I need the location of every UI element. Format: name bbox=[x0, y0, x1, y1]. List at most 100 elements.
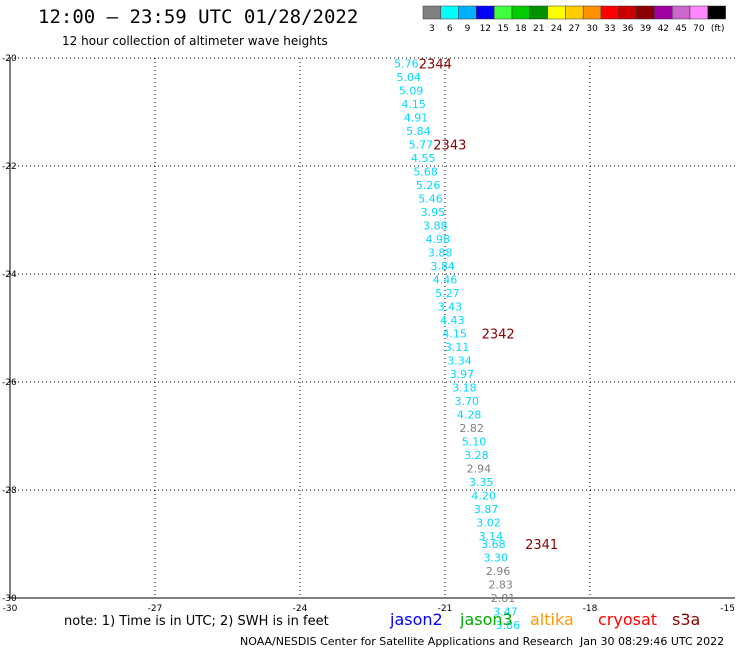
wave-height-value: 5.68 bbox=[413, 165, 438, 178]
legend-label: 70 bbox=[693, 24, 705, 34]
x-tick-label: -21 bbox=[438, 604, 453, 614]
legend-label: 36 bbox=[622, 24, 634, 34]
plot-area bbox=[9, 58, 735, 599]
legend-swatch bbox=[493, 5, 513, 20]
wave-height-value: 3.68 bbox=[481, 538, 506, 551]
wave-height-value: 3.47 bbox=[493, 606, 518, 619]
wave-height-value: 3.88 bbox=[423, 219, 448, 232]
wave-height-value: 5.10 bbox=[462, 435, 487, 448]
wave-height-value: 2.81 bbox=[491, 592, 516, 605]
x-tick-label: -27 bbox=[148, 604, 163, 614]
legend-swatch bbox=[654, 5, 673, 20]
wave-height-value: 3.30 bbox=[484, 552, 509, 565]
wave-height-value: 3.95 bbox=[421, 206, 446, 219]
axis-ticks: -30 -27 -24 -21 -18 -15 -20 -22 -24 -26 -28 -30 bbox=[2, 54, 735, 614]
color-legend: 3 6 9 12 15 18 21 24 27 30 33 36 39 42 45 70 (ft) bbox=[422, 5, 726, 34]
pass-number-label: 2342 bbox=[482, 327, 515, 342]
legend-swatch bbox=[582, 5, 602, 20]
y-tick-label: -26 bbox=[2, 378, 17, 388]
wave-height-value: 5.77 bbox=[409, 138, 434, 151]
legend-swatch bbox=[458, 5, 477, 20]
wave-height-value: 3.86 bbox=[496, 619, 521, 632]
y-tick-label: -28 bbox=[2, 486, 17, 496]
wave-height-value: 2.83 bbox=[488, 579, 513, 592]
satellite-jason2: jason2 bbox=[389, 610, 443, 629]
legend-label: 33 bbox=[604, 24, 615, 34]
wave-height-value: 3.87 bbox=[474, 503, 499, 516]
satellite-cryosat: cryosat bbox=[598, 610, 657, 629]
wave-height-value: 3.14 bbox=[479, 530, 504, 543]
wave-height-value: 4.15 bbox=[442, 327, 467, 340]
wave-height-value: 3.35 bbox=[469, 476, 494, 489]
wave-height-value: 4.43 bbox=[440, 314, 465, 327]
legend-label: 15 bbox=[497, 24, 508, 34]
legend-swatch bbox=[511, 5, 531, 20]
legend-swatch bbox=[618, 5, 637, 20]
legend-label: 30 bbox=[586, 24, 598, 34]
satellite-s3a: s3a bbox=[672, 610, 700, 629]
wave-height-value: 3.84 bbox=[430, 260, 455, 273]
wave-height-value: 5.84 bbox=[406, 125, 431, 138]
wave-height-value: 4.28 bbox=[457, 408, 482, 421]
wave-height-value: 4.46 bbox=[433, 273, 458, 286]
wave-height-value: 3.28 bbox=[464, 449, 489, 462]
wave-height-value: 4.15 bbox=[401, 98, 426, 111]
legend-swatch bbox=[707, 5, 726, 20]
legend-swatch bbox=[440, 5, 459, 20]
legend-swatch bbox=[476, 5, 495, 20]
wave-height-value: 3.88 bbox=[428, 246, 453, 259]
legend-label: 24 bbox=[551, 24, 563, 34]
legend-swatch bbox=[565, 5, 584, 20]
wave-height-value: 2.96 bbox=[486, 565, 511, 578]
wave-height-value: 2.82 bbox=[459, 422, 484, 435]
legend-label: 9 bbox=[465, 24, 471, 34]
y-tick-label: -24 bbox=[2, 270, 17, 280]
wave-height-value: 5.09 bbox=[399, 84, 424, 97]
footer: note: 1) Time is in UTC; 2) SWH is in fe… bbox=[64, 610, 724, 648]
x-tick-label: -30 bbox=[3, 604, 18, 614]
wave-height-value: 5.27 bbox=[435, 287, 460, 300]
wave-height-value: 4.98 bbox=[426, 233, 451, 246]
wave-height-value: 3.34 bbox=[447, 354, 472, 367]
legend-swatch bbox=[600, 5, 620, 20]
footer-note: note: 1) Time is in UTC; 2) SWH is in fe… bbox=[64, 614, 329, 629]
wave-height-value: 3.02 bbox=[476, 516, 501, 529]
legend-label: 12 bbox=[480, 24, 491, 34]
legend-label: 6 bbox=[447, 24, 453, 34]
legend-swatch bbox=[671, 5, 691, 20]
grid-lines bbox=[10, 57, 735, 598]
data-labels: 5.765.045.094.154.915.845.774.555.685.26… bbox=[394, 57, 520, 632]
wave-height-value: 3.70 bbox=[455, 395, 480, 408]
wave-height-value: 4.55 bbox=[411, 152, 436, 165]
legend-swatch bbox=[422, 5, 442, 20]
satellite-jason3: jason3 bbox=[459, 610, 513, 629]
wave-height-value: 5.46 bbox=[418, 192, 443, 205]
wave-height-value: 3.97 bbox=[450, 368, 475, 381]
wave-height-value: 5.76 bbox=[394, 57, 419, 70]
y-tick-label: -20 bbox=[2, 54, 17, 64]
pass-labels: 2344 2343 2342 2341 bbox=[419, 57, 558, 553]
wave-height-value: 3.18 bbox=[452, 381, 477, 394]
footer-credit: NOAA/NESDIS Center for Satellite Applica… bbox=[240, 635, 573, 648]
wave-height-value: 3.11 bbox=[445, 341, 470, 354]
legend-label: 3 bbox=[429, 24, 435, 34]
wave-height-value: 2.94 bbox=[467, 462, 492, 475]
x-tick-label: -15 bbox=[720, 604, 735, 614]
legend-label: 27 bbox=[569, 24, 580, 34]
wave-height-value: 5.26 bbox=[416, 179, 441, 192]
legend-label: (ft) bbox=[711, 24, 725, 34]
pass-number-label: 2341 bbox=[525, 538, 558, 553]
chart-title: 12:00 – 23:59 UTC 01/28/2022 bbox=[38, 6, 359, 28]
legend-label: 21 bbox=[533, 24, 544, 34]
x-tick-label: -18 bbox=[583, 604, 598, 614]
x-tick-label: -24 bbox=[293, 604, 308, 614]
legend-swatch bbox=[636, 5, 655, 20]
legend-label: 45 bbox=[675, 24, 686, 34]
pass-number-label: 2343 bbox=[433, 138, 466, 153]
wave-height-value: 4.20 bbox=[471, 489, 496, 502]
wave-height-value: 5.04 bbox=[397, 71, 422, 84]
legend-swatch bbox=[689, 5, 709, 20]
legend-label: 18 bbox=[515, 24, 527, 34]
satellite-altika: altika bbox=[530, 610, 574, 629]
